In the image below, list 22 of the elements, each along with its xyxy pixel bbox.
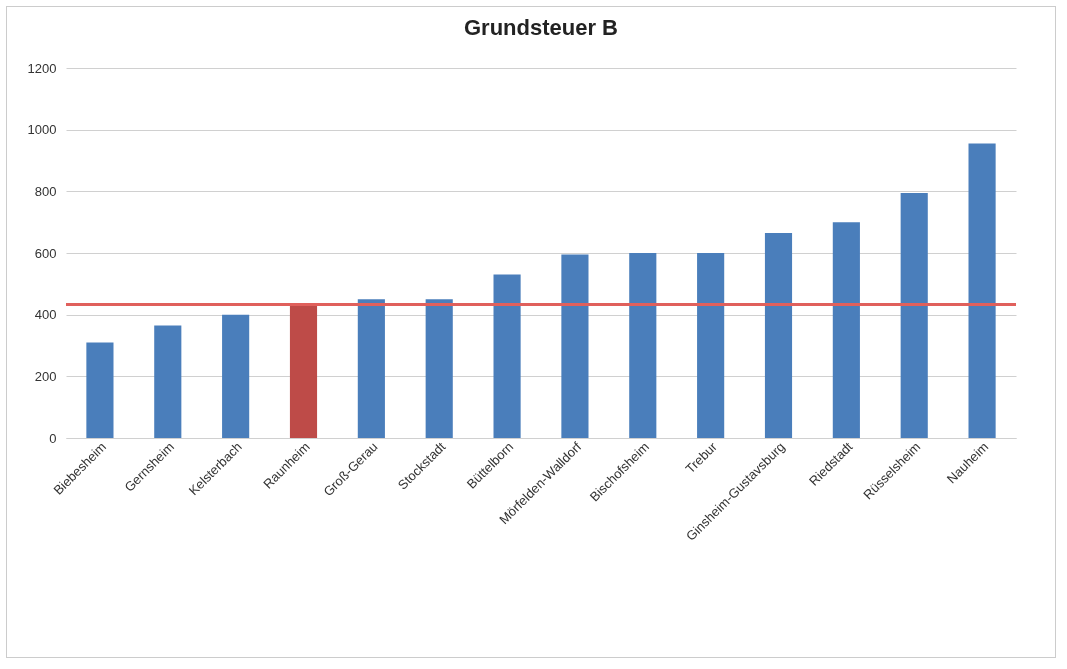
y-tick-label: 1000 <box>27 122 57 138</box>
bar <box>425 299 453 438</box>
bar <box>697 253 725 438</box>
bar <box>968 143 996 438</box>
chart-title: Grundsteuer B <box>463 15 619 40</box>
bar <box>561 254 589 438</box>
y-tick-label: 0 <box>49 430 57 446</box>
bar <box>832 222 860 438</box>
bar <box>357 299 385 438</box>
bar <box>764 232 793 438</box>
y-tick-label: 1200 <box>27 60 57 76</box>
y-tick-label: 200 <box>34 368 57 384</box>
y-tick-label: 600 <box>34 245 57 261</box>
bar <box>222 314 250 438</box>
bar <box>289 305 318 438</box>
bar <box>154 325 182 438</box>
bar <box>629 253 657 438</box>
bar <box>86 342 114 438</box>
bar <box>900 192 928 438</box>
bar <box>493 274 521 438</box>
y-tick-label: 800 <box>34 183 57 199</box>
y-tick-label: 400 <box>34 307 57 323</box>
